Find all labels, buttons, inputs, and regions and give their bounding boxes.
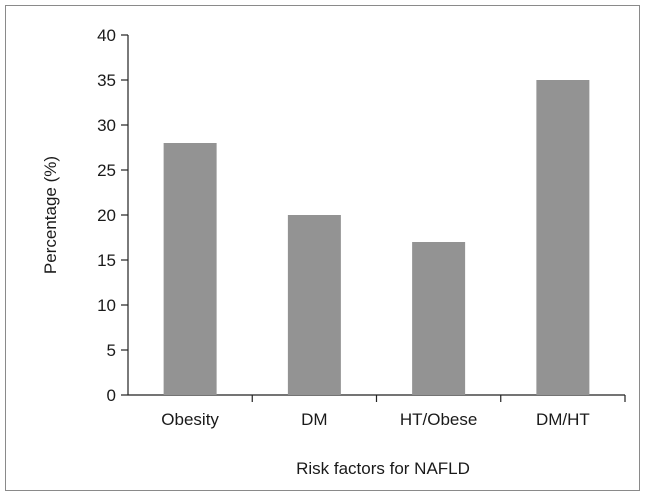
y-axis: 0 5 10 15 20 25 30 35 40 xyxy=(97,26,129,405)
bar xyxy=(536,80,590,395)
x-tick-label: DM/HT xyxy=(536,410,590,429)
y-tick-label: 25 xyxy=(97,161,116,180)
bar xyxy=(287,215,341,395)
bar xyxy=(412,242,466,395)
x-axis-title: Risk factors for NAFLD xyxy=(296,459,470,478)
y-tick-label: 40 xyxy=(97,26,116,45)
y-tick-label: 20 xyxy=(97,206,116,225)
x-tick-label: HT/Obese xyxy=(400,410,477,429)
bars xyxy=(163,80,590,395)
y-tick-label: 5 xyxy=(107,341,116,360)
y-tick-label: 15 xyxy=(97,251,116,270)
y-axis-title: Percentage (%) xyxy=(41,156,60,274)
x-tick-label: DM xyxy=(301,410,327,429)
y-tick-label: 10 xyxy=(97,296,116,315)
x-tick-label: Obesity xyxy=(161,410,219,429)
bar xyxy=(163,143,217,395)
y-tick-label: 30 xyxy=(97,116,116,135)
x-axis: Obesity DM HT/Obese DM/HT xyxy=(128,394,626,429)
y-tick-label: 35 xyxy=(97,71,116,90)
y-tick-label: 0 xyxy=(107,386,116,405)
